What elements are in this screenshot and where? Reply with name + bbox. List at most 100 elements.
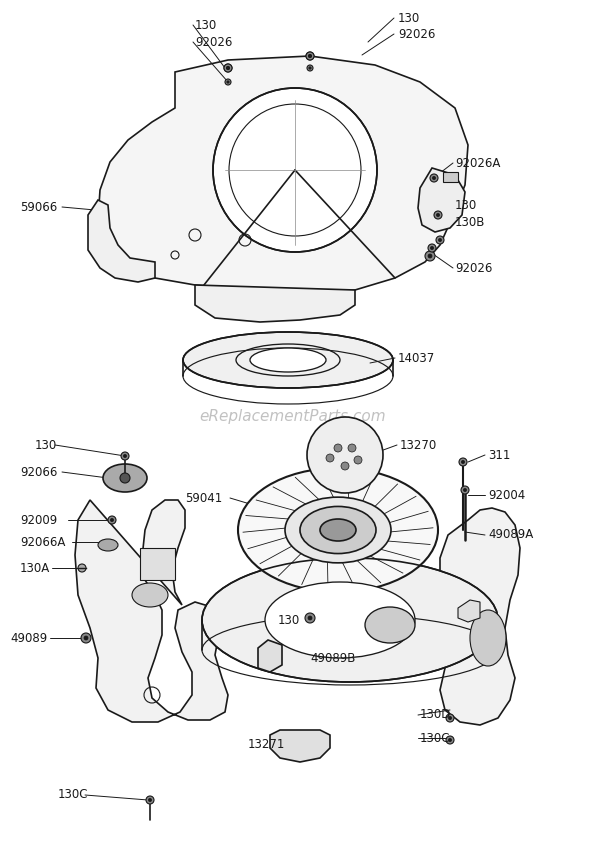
Circle shape bbox=[326, 454, 334, 462]
Text: 130A: 130A bbox=[20, 562, 51, 575]
Text: 130C: 130C bbox=[58, 789, 88, 802]
Circle shape bbox=[434, 211, 442, 219]
Circle shape bbox=[306, 52, 314, 60]
Polygon shape bbox=[195, 285, 355, 322]
Ellipse shape bbox=[265, 582, 415, 658]
Ellipse shape bbox=[202, 558, 498, 682]
Circle shape bbox=[224, 64, 232, 72]
Polygon shape bbox=[443, 172, 458, 182]
Text: 49089: 49089 bbox=[10, 632, 48, 644]
Polygon shape bbox=[98, 56, 468, 295]
Circle shape bbox=[308, 54, 312, 58]
Text: 92026A: 92026A bbox=[455, 156, 501, 169]
Polygon shape bbox=[418, 168, 465, 232]
Circle shape bbox=[124, 455, 127, 457]
Ellipse shape bbox=[250, 348, 326, 372]
Circle shape bbox=[428, 254, 432, 258]
Text: 130: 130 bbox=[195, 19, 217, 31]
Ellipse shape bbox=[183, 332, 393, 388]
Circle shape bbox=[461, 486, 469, 494]
Text: 59066: 59066 bbox=[20, 201, 57, 213]
Polygon shape bbox=[75, 500, 228, 722]
Text: 13271: 13271 bbox=[248, 739, 286, 751]
Text: 130D: 130D bbox=[420, 709, 451, 722]
Text: 92026: 92026 bbox=[398, 27, 435, 41]
Text: 49089B: 49089B bbox=[310, 651, 356, 665]
Text: 92009: 92009 bbox=[20, 513, 57, 526]
Circle shape bbox=[84, 636, 88, 640]
Text: 14037: 14037 bbox=[398, 352, 435, 365]
Circle shape bbox=[437, 213, 440, 217]
Circle shape bbox=[108, 516, 116, 524]
Ellipse shape bbox=[470, 610, 506, 666]
Circle shape bbox=[462, 461, 465, 463]
Circle shape bbox=[448, 739, 452, 741]
Circle shape bbox=[334, 444, 342, 452]
Text: 92004: 92004 bbox=[488, 489, 525, 501]
Text: 130C: 130C bbox=[420, 732, 451, 745]
Text: 49089A: 49089A bbox=[488, 529, 533, 541]
Text: 92066A: 92066A bbox=[20, 536, 65, 548]
Ellipse shape bbox=[365, 607, 415, 643]
Circle shape bbox=[307, 417, 383, 493]
Circle shape bbox=[309, 67, 311, 69]
Circle shape bbox=[354, 456, 362, 464]
Circle shape bbox=[224, 64, 232, 72]
Circle shape bbox=[227, 81, 229, 83]
Circle shape bbox=[463, 489, 466, 491]
Circle shape bbox=[448, 717, 452, 720]
Ellipse shape bbox=[103, 464, 147, 492]
Text: 13270: 13270 bbox=[400, 439, 437, 451]
Ellipse shape bbox=[98, 539, 118, 551]
Circle shape bbox=[305, 613, 315, 623]
Text: 130: 130 bbox=[278, 614, 300, 626]
Circle shape bbox=[446, 736, 454, 744]
Polygon shape bbox=[458, 600, 480, 622]
Text: 59041: 59041 bbox=[185, 491, 222, 505]
Ellipse shape bbox=[285, 497, 391, 563]
Circle shape bbox=[428, 244, 436, 252]
Circle shape bbox=[149, 798, 152, 802]
Text: 130: 130 bbox=[455, 199, 477, 212]
Circle shape bbox=[308, 616, 312, 620]
Circle shape bbox=[306, 52, 314, 60]
Circle shape bbox=[225, 79, 231, 85]
Circle shape bbox=[121, 452, 129, 460]
Circle shape bbox=[348, 444, 356, 452]
Circle shape bbox=[459, 458, 467, 466]
Circle shape bbox=[308, 54, 312, 58]
Text: 92066: 92066 bbox=[20, 466, 57, 479]
Polygon shape bbox=[88, 200, 155, 282]
Text: eReplacementParts.com: eReplacementParts.com bbox=[199, 409, 385, 424]
Text: 130B: 130B bbox=[455, 216, 485, 229]
Circle shape bbox=[120, 473, 130, 483]
Circle shape bbox=[307, 65, 313, 71]
Ellipse shape bbox=[320, 519, 356, 541]
Ellipse shape bbox=[300, 507, 376, 553]
Circle shape bbox=[146, 796, 154, 804]
Circle shape bbox=[432, 177, 435, 179]
Circle shape bbox=[438, 238, 442, 241]
Text: 92026: 92026 bbox=[455, 262, 492, 275]
Circle shape bbox=[431, 246, 434, 250]
Circle shape bbox=[81, 633, 91, 643]
Polygon shape bbox=[270, 730, 330, 762]
Circle shape bbox=[110, 518, 114, 522]
Circle shape bbox=[430, 174, 438, 182]
Circle shape bbox=[436, 236, 444, 244]
Text: 130: 130 bbox=[398, 12, 420, 25]
Ellipse shape bbox=[213, 88, 377, 252]
Circle shape bbox=[227, 66, 230, 70]
Circle shape bbox=[78, 564, 86, 572]
Circle shape bbox=[446, 714, 454, 722]
Polygon shape bbox=[440, 508, 520, 725]
Circle shape bbox=[425, 251, 435, 261]
Text: 92026: 92026 bbox=[195, 36, 233, 48]
Circle shape bbox=[227, 66, 230, 70]
Text: 311: 311 bbox=[488, 449, 510, 462]
Polygon shape bbox=[258, 640, 282, 672]
Circle shape bbox=[341, 462, 349, 470]
Text: 130: 130 bbox=[35, 439, 57, 451]
Ellipse shape bbox=[238, 468, 438, 592]
Ellipse shape bbox=[132, 583, 168, 607]
